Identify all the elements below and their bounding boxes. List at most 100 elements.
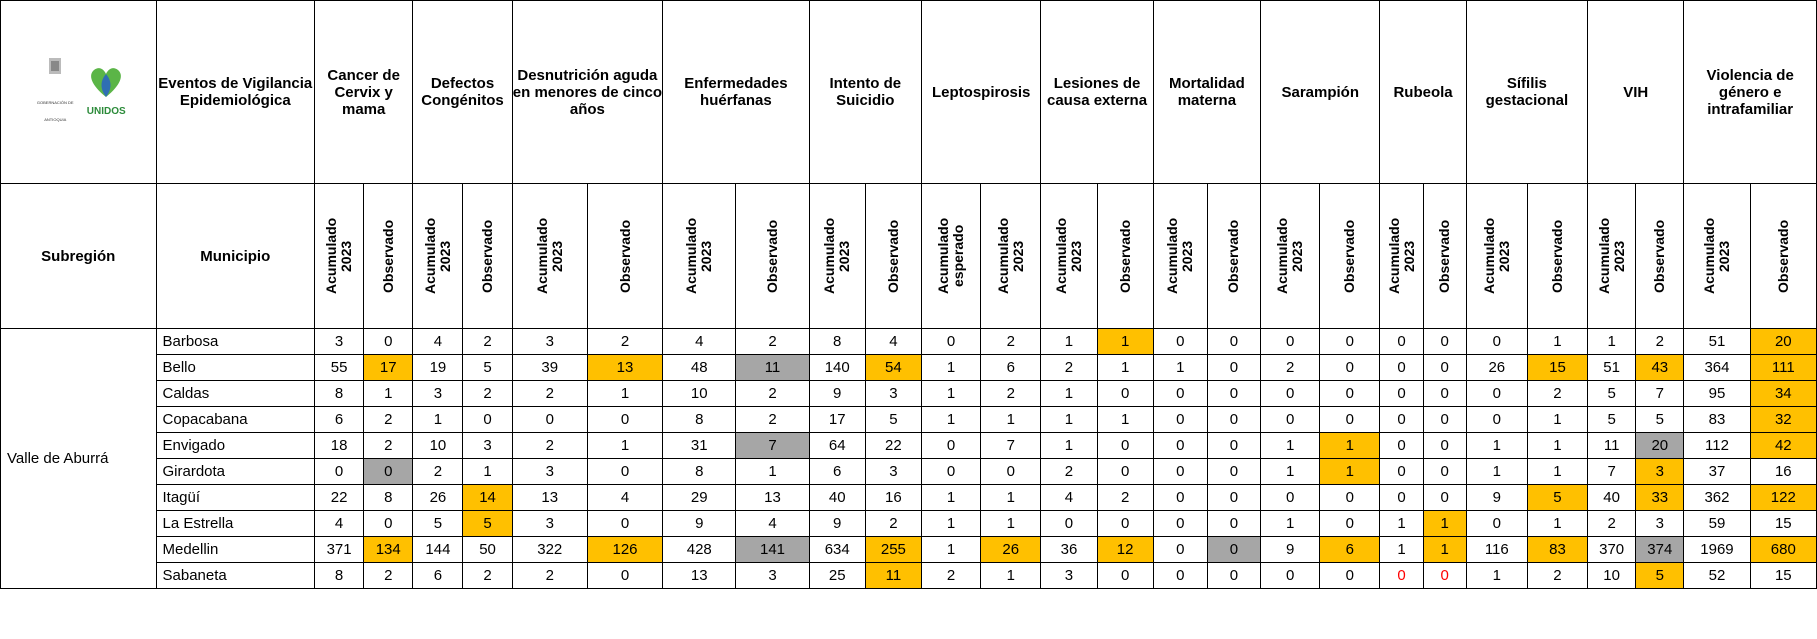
value-cell: 20 — [1749, 328, 1817, 355]
value-cell: 0 — [1206, 458, 1262, 485]
column-header: Acumulado 2023 — [1052, 217, 1084, 295]
value-cell: 6 — [1319, 536, 1381, 563]
value-cell: 13 — [735, 484, 810, 511]
column-header: Acumulado 2023 — [1385, 217, 1417, 295]
column-header-cell: Observado — [1526, 183, 1589, 329]
value-cell: 10 — [662, 380, 737, 407]
value-cell: 0 — [920, 328, 982, 355]
data-row: Girardota 0 0 2 1 3 0 8 1 6 3 0 0 2 0 0 0 1 1 0 0 1 1 7 3 37 16 — [1, 458, 1817, 485]
value-cell: 34 — [1749, 380, 1817, 407]
data-row: Envigado 18 2 10 3 2 1 31 7 64 22 0 7 1 0 0 0 1 1 0 0 1 1 11 20 1… — [1, 432, 1817, 459]
value-cell: 5 — [1635, 406, 1685, 433]
value-cell: 0 — [920, 458, 982, 485]
column-header: Observado — [1225, 219, 1242, 293]
value-cell: 0 — [1096, 510, 1154, 537]
value-cell: 8 — [662, 406, 737, 433]
value-cell: 0 — [1422, 354, 1467, 381]
event-group: Defectos Congénitos — [412, 0, 513, 184]
municipio: Medellin — [155, 536, 315, 563]
value-cell: 3 — [412, 380, 464, 407]
column-header: Observado — [884, 219, 901, 293]
value-cell: 1 — [1260, 432, 1321, 459]
event-group: Cancer de Cervix y mama — [313, 0, 414, 184]
value-cell: 140 — [808, 354, 866, 381]
value-cell: 9 — [808, 510, 866, 537]
logo-cell: GOBERNACIÓN DE ANTIOQUIA UNIDOS — [0, 0, 157, 184]
column-header-cell: Acumulado 2023 — [511, 183, 588, 329]
value-cell: 0 — [1206, 354, 1262, 381]
value-cell: 0 — [1379, 406, 1424, 433]
value-cell: 29 — [662, 484, 737, 511]
gov-logo: GOBERNACIÓN DE ANTIOQUIA — [30, 56, 80, 128]
value-cell: 4 — [1040, 484, 1098, 511]
value-cell: 15 — [1749, 510, 1817, 537]
value-cell: 3 — [864, 458, 922, 485]
value-cell: 1 — [920, 380, 982, 407]
column-header-cell: Observado — [735, 183, 810, 329]
value-cell: 13 — [511, 484, 588, 511]
value-cell: 680 — [1749, 536, 1817, 563]
value-cell: 8 — [313, 562, 365, 589]
value-cell: 2 — [586, 328, 664, 355]
value-cell: 7 — [1587, 458, 1637, 485]
value-cell: 50 — [462, 536, 513, 563]
value-cell: 2 — [363, 562, 414, 589]
value-cell: 1 — [735, 458, 810, 485]
value-cell: 40 — [808, 484, 866, 511]
event-group: VIH — [1587, 0, 1685, 184]
value-cell: 255 — [864, 536, 922, 563]
value-cell: 371 — [313, 536, 365, 563]
value-cell: 2 — [980, 328, 1042, 355]
data-row: Copacabana 6 2 1 0 0 0 8 2 17 5 1 1 1 1 0 0 0 0 0 0 0 1 5 5 83 32 — [1, 406, 1817, 433]
value-cell: 6 — [980, 354, 1042, 381]
value-cell: 2 — [1526, 380, 1589, 407]
value-cell: 40 — [1587, 484, 1637, 511]
value-cell: 0 — [586, 562, 664, 589]
value-cell: 1 — [920, 510, 982, 537]
value-cell: 1 — [363, 380, 414, 407]
value-cell: 0 — [586, 406, 664, 433]
value-cell: 1 — [1152, 354, 1208, 381]
value-cell: 3 — [1040, 562, 1098, 589]
value-cell: 2 — [1096, 484, 1154, 511]
value-cell: 22 — [864, 432, 922, 459]
value-cell: 0 — [1465, 406, 1528, 433]
value-cell: 126 — [586, 536, 664, 563]
column-header: Acumulado 2023 — [683, 217, 715, 295]
value-cell: 0 — [1260, 328, 1321, 355]
event-group: Leptospirosis — [920, 0, 1042, 184]
value-cell: 36 — [1040, 536, 1098, 563]
value-cell: 634 — [808, 536, 866, 563]
value-cell: 51 — [1683, 328, 1751, 355]
value-cell: 5 — [1526, 484, 1589, 511]
value-cell: 1 — [1319, 432, 1381, 459]
value-cell: 1 — [1096, 406, 1154, 433]
value-cell: 0 — [1379, 380, 1424, 407]
value-cell: 5 — [462, 510, 513, 537]
value-cell: 0 — [1319, 562, 1381, 589]
value-cell: 428 — [662, 536, 737, 563]
municipio: Girardota — [155, 458, 315, 485]
header-row: GOBERNACIÓN DE ANTIOQUIA UNIDOS Eventos … — [0, 0, 1817, 184]
value-cell: 5 — [1587, 380, 1637, 407]
value-cell: 322 — [511, 536, 588, 563]
value-cell: 3 — [511, 510, 588, 537]
column-header-cell: Observado — [1749, 183, 1817, 329]
column-header-cell: Observado — [1635, 183, 1685, 329]
column-header-cell: Observado — [586, 183, 664, 329]
value-cell: 18 — [313, 432, 365, 459]
value-cell: 0 — [1379, 432, 1424, 459]
value-cell: 4 — [313, 510, 365, 537]
value-cell: 1 — [462, 458, 513, 485]
value-cell: 48 — [662, 354, 737, 381]
value-cell: 2 — [1587, 510, 1637, 537]
value-cell: 3 — [511, 328, 588, 355]
value-cell: 1 — [1096, 328, 1154, 355]
event-group: Sífilis gestacional — [1465, 0, 1589, 184]
event-group: Intento de Suicidio — [808, 0, 922, 184]
column-header-cell: Acumulado 2023 — [1260, 183, 1321, 329]
value-cell: 1 — [1587, 328, 1637, 355]
value-cell: 1 — [1096, 354, 1154, 381]
value-cell: 3 — [1635, 458, 1685, 485]
value-cell: 59 — [1683, 510, 1751, 537]
